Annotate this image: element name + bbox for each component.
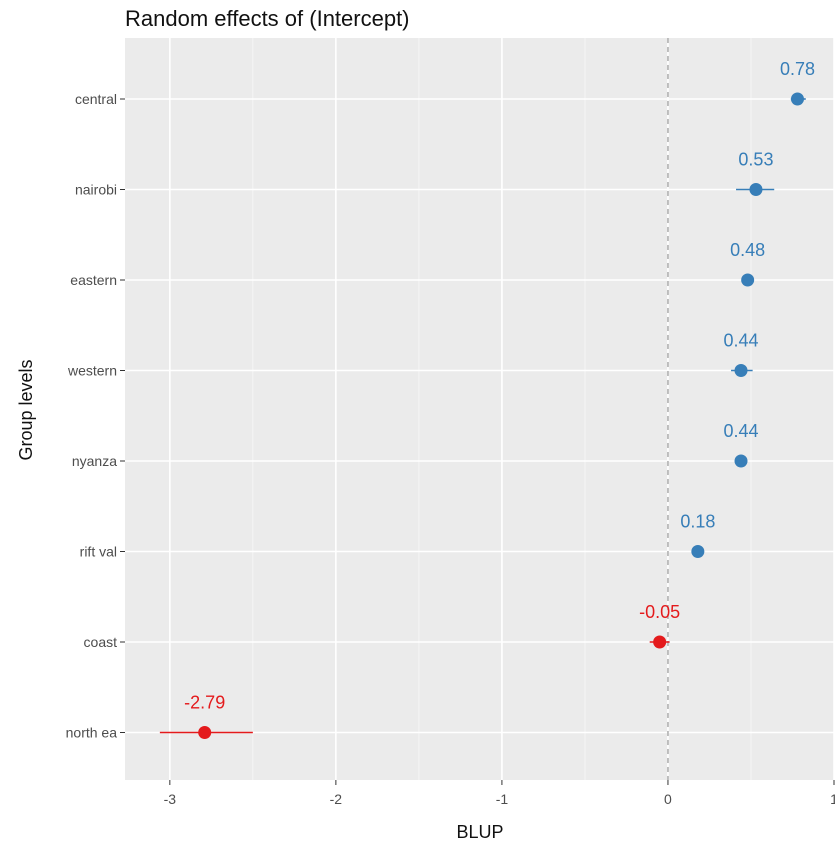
y-tick-label: coast (84, 634, 118, 650)
y-tick-label: central (75, 91, 117, 107)
data-point (741, 273, 755, 287)
y-tick-label: western (67, 363, 117, 379)
data-marks: 0.78 0.53 0.48 0.44 0.44 0.18 -0.05 -2.79 (159, 59, 815, 739)
plot-panel (125, 38, 834, 780)
data-point (653, 635, 667, 649)
x-tick-label: -3 (164, 791, 177, 807)
data-label: 0.44 (723, 421, 758, 441)
data-label: -0.05 (639, 602, 680, 622)
y-tick-label: nyanza (72, 453, 117, 469)
x-axis-label: BLUP (456, 822, 503, 842)
x-tick-label: -1 (496, 791, 509, 807)
y-tick-label: rift val (80, 544, 117, 560)
x-tick-label: 1 (830, 791, 835, 807)
chart-title: Random effects of (Intercept) (125, 6, 410, 31)
data-label: 0.44 (723, 331, 758, 351)
y-axis-label: Group levels (16, 359, 36, 460)
y-tick-label: eastern (70, 272, 117, 288)
data-point (734, 364, 748, 377)
data-label: -2.79 (184, 693, 225, 713)
data-point (198, 726, 212, 739)
data-label: 0.18 (680, 512, 715, 532)
grid-major (125, 38, 835, 780)
x-tick-label: 0 (664, 791, 672, 807)
data-point (734, 454, 748, 468)
data-label: 0.48 (730, 240, 765, 260)
y-tick-label: nairobi (75, 182, 117, 198)
x-tick-label: -2 (330, 791, 343, 807)
x-axis-ticks: -3 -2 -1 0 1 (164, 780, 835, 807)
grid-minor (252, 38, 752, 780)
data-point (691, 545, 705, 558)
y-axis-ticks: central nairobi eastern western nyanza rift v… (66, 91, 125, 741)
data-point (790, 92, 804, 106)
data-label: 0.53 (738, 150, 773, 170)
data-label: 0.78 (780, 59, 815, 79)
y-tick-label: north ea (66, 725, 118, 741)
data-point (749, 183, 763, 196)
